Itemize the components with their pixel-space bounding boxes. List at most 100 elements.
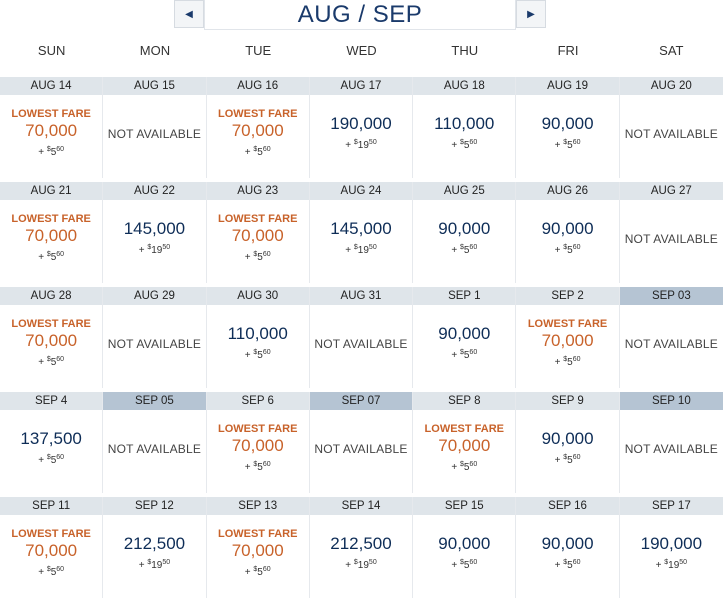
currency-symbol: $ [459,244,464,251]
fare-calendar-grid: AUG 14 LOWEST FARE 70,000 + $560 AUG 15 NOT A… [0,77,723,598]
tax-cents: 60 [262,145,271,153]
tax-dollars: 19 [357,560,369,571]
day-cell[interactable]: SEP 17 190,000 + $1950 [619,497,723,598]
day-content: NOT AVAILABLE [103,95,205,178]
day-cell[interactable]: SEP 4 137,500 + $560 [0,392,104,493]
day-cell[interactable]: SEP 15 90,000 + $560 [413,497,517,598]
currency-symbol: $ [459,139,464,146]
day-cell[interactable]: AUG 18 110,000 + $560 [413,77,517,178]
miles-fare: 145,000 [123,219,186,238]
day-content: 110,000 + $560 [207,305,309,388]
day-content: NOT AVAILABLE [620,410,723,493]
weekday-wed: WED [346,43,377,58]
day-date-label: AUG 23 [206,182,309,200]
tax-amount: + $560 [38,250,65,263]
day-date-label: SEP 17 [619,497,723,515]
day-cell[interactable]: AUG 16 LOWEST FARE 70,000 + $560 [206,77,310,178]
day-date-label: AUG 17 [309,77,413,95]
miles-fare: 110,000 [434,114,495,133]
day-cell[interactable]: AUG 19 90,000 + $560 [516,77,620,178]
not-available-label: NOT AVAILABLE [624,126,718,141]
tax-cents: 60 [572,139,581,146]
currency-symbol: $ [563,244,568,251]
day-cell: AUG 27 NOT AVAILABLE [619,182,723,283]
miles-fare: 137,500 [20,429,82,448]
day-content: NOT AVAILABLE [620,200,723,283]
lowest-fare-badge: LOWEST FARE [217,527,298,540]
day-content: 110,000 + $560 [413,95,515,178]
day-cell[interactable]: AUG 21 LOWEST FARE 70,000 + $560 [0,182,104,283]
currency-symbol: $ [563,355,568,363]
miles-fare: 90,000 [541,534,594,553]
day-content: 212,500 + $1950 [310,515,412,598]
day-date-label: SEP 13 [206,497,309,515]
tax-cents: 60 [56,355,65,363]
day-date-label: AUG 26 [516,182,619,200]
miles-fare: 190,000 [330,114,392,133]
day-cell[interactable]: AUG 25 90,000 + $560 [413,182,517,283]
next-month-button[interactable]: ▶ [516,0,546,28]
day-cell[interactable]: SEP 9 90,000 + $560 [516,392,620,493]
lowest-fare-badge: LOWEST FARE [11,212,91,225]
day-cell[interactable]: AUG 24 145,000 + $1950 [309,182,414,283]
lowest-fare-badge: LOWEST FARE [11,317,91,330]
day-cell[interactable]: SEP 1 90,000 + $560 [413,287,517,388]
currency-symbol: $ [459,349,464,356]
tax-amount: + $560 [451,559,478,571]
day-date-label: AUG 30 [206,287,309,305]
tax-amount: + $560 [244,460,271,473]
miles-fare: 70,000 [231,540,284,560]
day-cell[interactable]: SEP 16 90,000 + $560 [516,497,620,598]
prev-month-button[interactable]: ◀ [174,0,204,28]
day-content: LOWEST FARE 70,000 + $560 [516,305,618,388]
day-cell: AUG 15 NOT AVAILABLE [103,77,207,178]
tax-amount: + $560 [451,349,478,361]
miles-fare: 90,000 [438,534,491,553]
day-cell[interactable]: AUG 26 90,000 + $560 [516,182,620,283]
tax-cents: 50 [368,139,377,146]
miles-fare: 70,000 [25,540,78,560]
tax-cents: 60 [262,460,271,468]
day-content: NOT AVAILABLE [620,95,723,178]
day-content: LOWEST FARE 70,000 + $560 [0,200,102,283]
currency-symbol: $ [147,244,152,251]
tax-cents: 60 [56,454,65,461]
day-date-label: AUG 21 [0,182,103,200]
tax-amount: + $1950 [138,559,171,571]
not-available-label: NOT AVAILABLE [624,231,718,246]
day-content: 90,000 + $560 [413,515,515,598]
day-cell[interactable]: SEP 14 212,500 + $1950 [309,497,414,598]
day-cell[interactable]: AUG 14 LOWEST FARE 70,000 + $560 [0,77,104,178]
day-content: 212,500 + $1950 [103,515,205,598]
day-cell[interactable]: AUG 30 110,000 + $560 [206,287,310,388]
tax-amount: + $560 [38,355,65,368]
day-cell[interactable]: AUG 23 LOWEST FARE 70,000 + $560 [206,182,310,283]
day-content: LOWEST FARE 70,000 + $560 [0,95,102,178]
miles-fare: 70,000 [25,330,78,350]
day-content: NOT AVAILABLE [310,305,412,388]
day-cell[interactable]: SEP 8 LOWEST FARE 70,000 + $560 [413,392,517,493]
miles-fare: 70,000 [231,435,284,455]
day-cell[interactable]: AUG 17 190,000 + $1950 [309,77,414,178]
day-content: 90,000 + $560 [413,200,515,283]
tax-amount: + $560 [244,349,271,361]
day-cell[interactable]: SEP 6 LOWEST FARE 70,000 + $560 [206,392,310,493]
day-cell[interactable]: AUG 22 145,000 + $1950 [103,182,207,283]
day-cell: SEP 03 NOT AVAILABLE [619,287,723,388]
tax-cents: 60 [262,250,271,258]
day-date-label: AUG 19 [516,77,619,95]
lowest-fare-badge: LOWEST FARE [527,317,608,330]
tax-dollars: 5 [257,146,263,158]
tax-cents: 60 [56,145,65,153]
not-available-label: NOT AVAILABLE [624,336,718,351]
tax-cents: 60 [572,244,581,251]
day-cell[interactable]: SEP 11 LOWEST FARE 70,000 + $560 [0,497,104,598]
day-cell[interactable]: SEP 2 LOWEST FARE 70,000 + $560 [516,287,620,388]
day-cell[interactable]: AUG 28 LOWEST FARE 70,000 + $560 [0,287,104,388]
tax-amount: + $560 [554,454,581,466]
currency-symbol: $ [353,559,358,566]
day-date-label: SEP 16 [516,497,619,515]
day-cell[interactable]: SEP 12 212,500 + $1950 [103,497,207,598]
tax-dollars: 5 [567,560,573,571]
day-cell[interactable]: SEP 13 LOWEST FARE 70,000 + $560 [206,497,310,598]
